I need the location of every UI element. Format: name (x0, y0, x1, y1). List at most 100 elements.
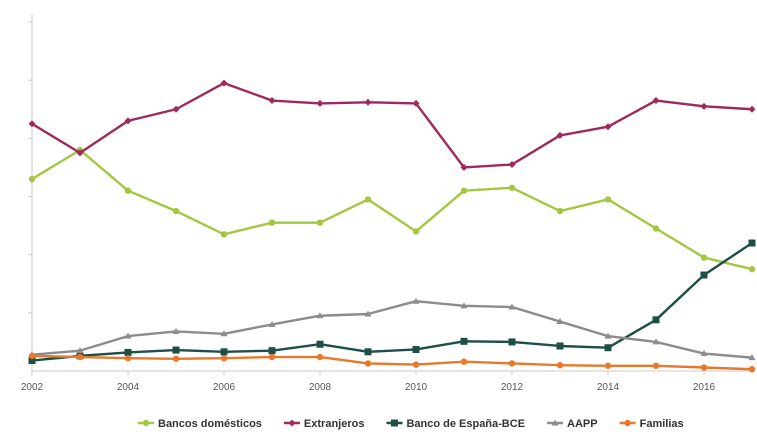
legend-marker (288, 419, 296, 427)
data-point (364, 360, 372, 367)
legend-label: AAPP (567, 418, 598, 430)
x-tick-label: 2002 (21, 382, 44, 393)
data-point (556, 342, 564, 350)
data-point (460, 163, 468, 171)
series-line (31, 354, 753, 371)
data-point (316, 353, 324, 361)
data-point (76, 353, 84, 361)
data-point (220, 79, 228, 87)
data-point (124, 355, 132, 362)
data-point (460, 337, 468, 345)
legend-label: Banco de España-BCE (406, 418, 525, 430)
legend-item-banco-de-espana-bce: Banco de España-BCE (386, 418, 525, 430)
legend: Bancos domésticos Extranjeros Banco de Esp… (138, 418, 684, 430)
data-point (508, 184, 516, 191)
data-point (220, 348, 228, 356)
data-point (652, 338, 660, 345)
data-point (316, 99, 324, 107)
data-point (652, 362, 660, 369)
series-layer (28, 79, 756, 373)
data-point (28, 175, 36, 183)
data-point (268, 353, 276, 361)
series-line (31, 148, 753, 271)
data-point (268, 320, 276, 327)
legend-marker (624, 419, 631, 427)
data-point (364, 310, 372, 317)
data-point (460, 302, 468, 309)
data-point (28, 357, 36, 365)
data-point (748, 105, 756, 113)
x-tick-label: 2006 (213, 382, 236, 393)
data-point (412, 228, 420, 235)
data-point (364, 348, 372, 356)
axes (28, 14, 752, 372)
legend-marker (142, 419, 150, 427)
data-point (124, 117, 132, 125)
data-point (604, 362, 612, 369)
data-point (652, 97, 660, 105)
data-point (508, 303, 516, 310)
data-point (220, 355, 228, 362)
data-point (556, 361, 564, 369)
data-point (508, 161, 516, 169)
data-point (268, 219, 276, 226)
data-point (124, 348, 132, 356)
x-tick-label: 2014 (597, 382, 620, 393)
series-bancos-domesticos (28, 146, 756, 273)
data-point (412, 297, 420, 304)
data-point (268, 97, 276, 105)
x-tick-label: 2008 (309, 382, 332, 393)
series-line (31, 81, 753, 169)
data-point (220, 330, 228, 337)
data-point (700, 102, 708, 110)
data-point (220, 231, 228, 238)
data-point (556, 131, 564, 139)
data-point (748, 266, 756, 273)
data-point (508, 360, 516, 367)
data-point (412, 361, 420, 368)
data-point (460, 187, 468, 194)
data-point (364, 196, 372, 203)
data-point (700, 364, 708, 371)
legend-label: Familias (640, 418, 684, 430)
series-familias (28, 352, 756, 373)
data-point (172, 346, 180, 354)
x-axis-ticks: 2002 2004 2006 2008 2010 2012 2014 2016 (21, 371, 716, 393)
legend-marker (551, 419, 559, 426)
data-point (172, 355, 180, 362)
data-point (508, 338, 516, 346)
data-point (652, 316, 660, 324)
data-point (76, 347, 84, 354)
data-point (124, 332, 132, 339)
data-point (364, 98, 372, 106)
data-point (76, 149, 84, 157)
x-tick-label: 2010 (405, 382, 428, 393)
data-point (748, 354, 756, 361)
data-point (172, 105, 180, 113)
x-tick-label: 2016 (693, 382, 716, 393)
data-point (172, 327, 180, 334)
x-tick-label: 2012 (501, 382, 524, 393)
data-point (652, 225, 660, 232)
data-point (700, 271, 708, 279)
data-point (460, 358, 468, 365)
data-point (700, 350, 708, 357)
data-point (604, 123, 612, 131)
legend-item-bancos-domesticos: Bancos domésticos (138, 418, 262, 430)
legend-label: Extranjeros (304, 418, 365, 430)
series-line (31, 242, 753, 362)
series-banco-de-espana-bce (28, 239, 756, 365)
data-point (604, 344, 612, 352)
data-point (748, 366, 756, 373)
data-point (412, 99, 420, 107)
data-point (316, 219, 324, 226)
legend-item-familias: Familias (619, 418, 684, 430)
legend-marker (390, 419, 398, 427)
data-point (556, 207, 564, 215)
data-point (172, 207, 180, 215)
data-point (316, 340, 324, 348)
data-point (28, 352, 36, 360)
series-extranjeros (28, 79, 756, 171)
